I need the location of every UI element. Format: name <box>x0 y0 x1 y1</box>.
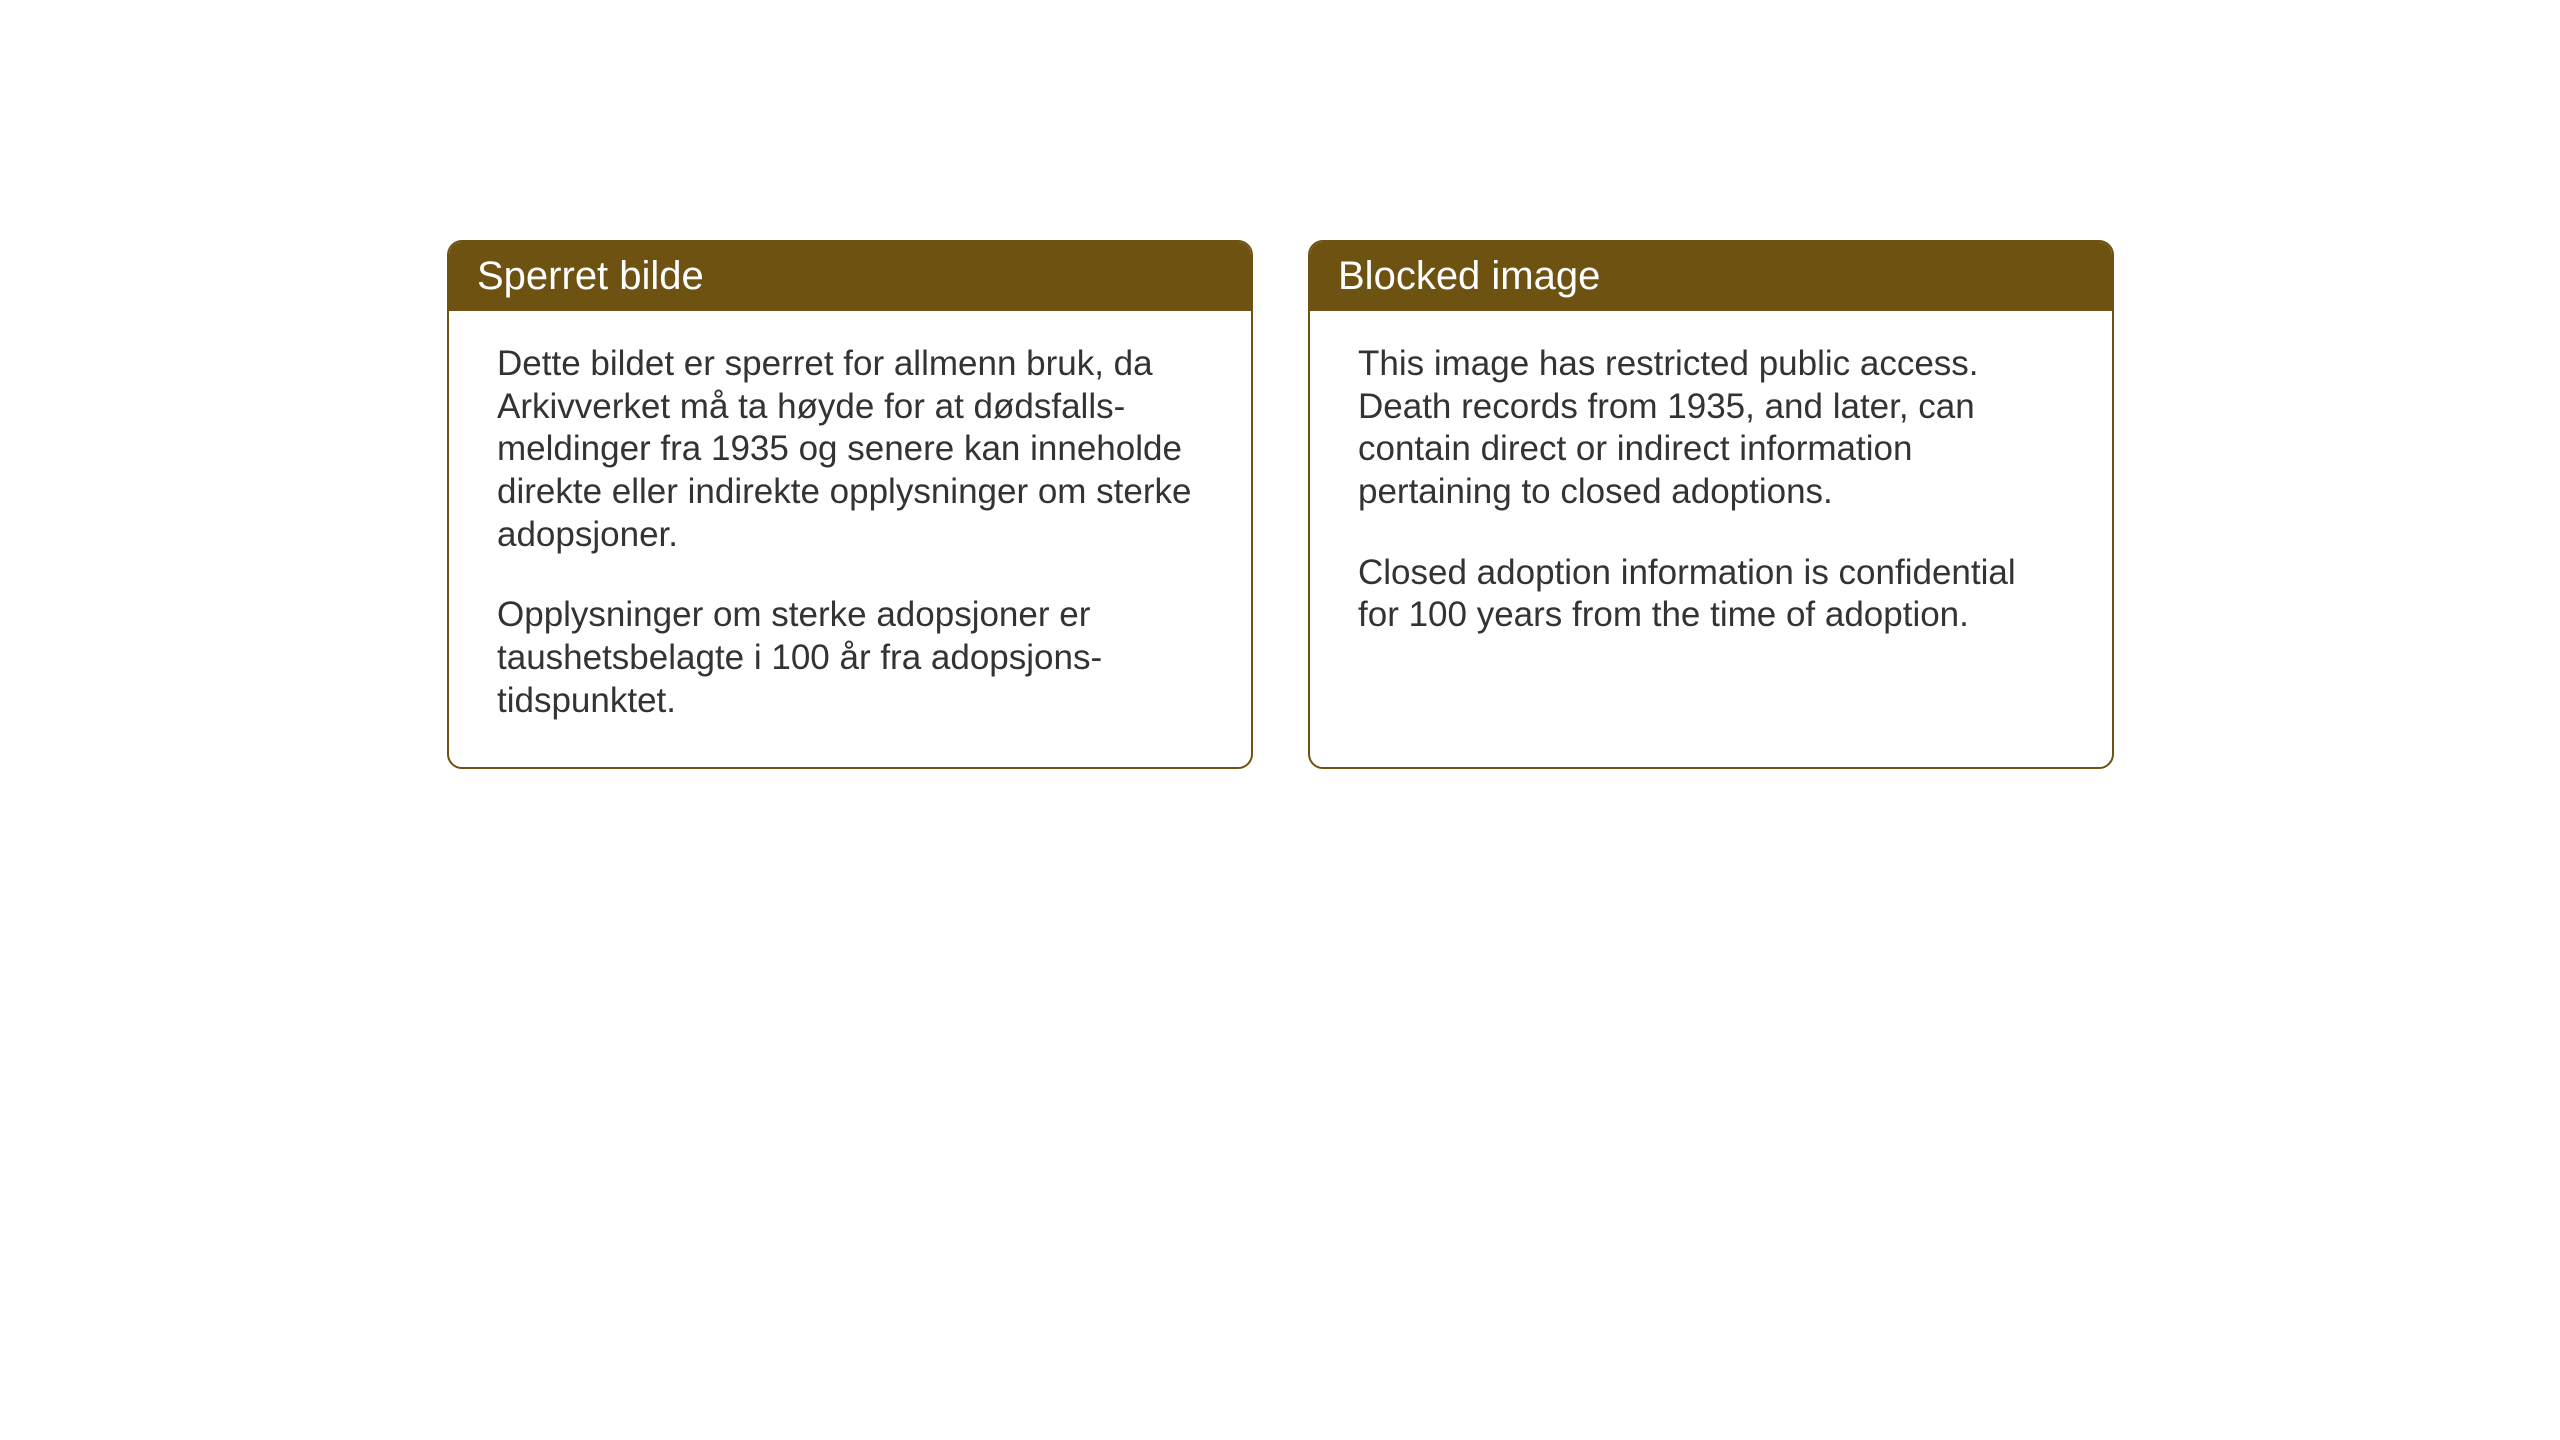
english-notice-body: This image has restricted public access.… <box>1310 311 2112 741</box>
english-paragraph-1: This image has restricted public access.… <box>1358 343 2064 514</box>
norwegian-paragraph-1: Dette bildet er sperret for allmenn bruk… <box>497 343 1203 556</box>
norwegian-notice-box: Sperret bilde Dette bildet er sperret fo… <box>447 240 1253 769</box>
norwegian-paragraph-2: Opplysninger om sterke adopsjoner er tau… <box>497 594 1203 722</box>
english-notice-box: Blocked image This image has restricted … <box>1308 240 2114 769</box>
norwegian-notice-body: Dette bildet er sperret for allmenn bruk… <box>449 311 1251 767</box>
english-paragraph-2: Closed adoption information is confident… <box>1358 552 2064 637</box>
notices-container: Sperret bilde Dette bildet er sperret fo… <box>447 240 2114 769</box>
norwegian-notice-title: Sperret bilde <box>449 242 1251 311</box>
english-notice-title: Blocked image <box>1310 242 2112 311</box>
